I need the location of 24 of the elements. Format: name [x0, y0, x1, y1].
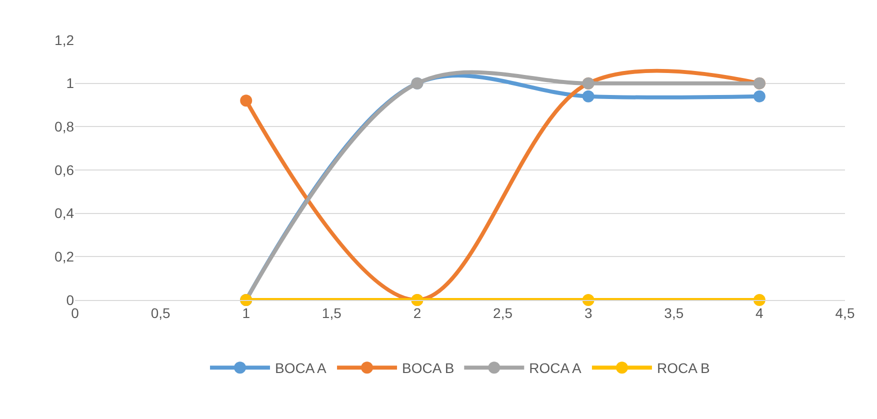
- legend-label: ROCA B: [656, 360, 710, 376]
- legend-label: ROCA A: [529, 360, 582, 376]
- y-tick-label: 0: [66, 292, 74, 308]
- y-tick-label: 0,6: [54, 162, 74, 178]
- y-tick-label: 1: [66, 75, 74, 92]
- y-tick-label: 0,8: [54, 118, 74, 135]
- legend-label: BOCA B: [402, 360, 454, 376]
- x-tick-label: 1: [242, 304, 250, 321]
- x-tick-label: 3,5: [664, 304, 684, 321]
- y-tick-label: 0,2: [54, 248, 74, 265]
- x-tick-label: 2: [413, 304, 422, 321]
- y-tick-label: 0,4: [54, 205, 74, 222]
- point: [582, 90, 594, 102]
- x-tick-label: 2,5: [493, 304, 513, 321]
- x-tick-label: 1,5: [322, 304, 342, 321]
- point: [582, 294, 594, 306]
- y-tick-label: 1,2: [54, 32, 74, 48]
- legend-label: BOCA A: [275, 360, 328, 376]
- x-tick-label: 0,5: [150, 304, 170, 321]
- point: [240, 94, 252, 107]
- point: [753, 90, 766, 102]
- x-tick-label: 4: [756, 304, 764, 321]
- x-tick-label: 3: [584, 304, 592, 321]
- x-tick-label: 4,5: [835, 304, 855, 321]
